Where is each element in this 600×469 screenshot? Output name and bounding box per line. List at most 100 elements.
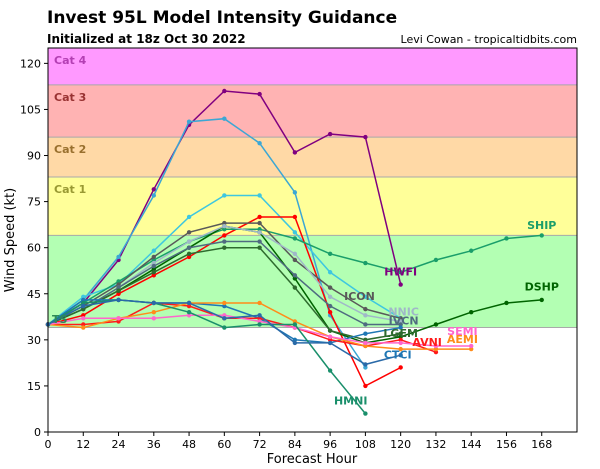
y-tick-label-75: 75 xyxy=(27,196,41,209)
data-point-avni-120 xyxy=(398,337,403,343)
data-point-lgem-24 xyxy=(116,288,121,293)
y-tick-label-45: 45 xyxy=(27,288,41,301)
x-tick-label-144: 144 xyxy=(461,438,482,451)
data-point-semi-132 xyxy=(433,343,439,349)
x-tick-label-12: 12 xyxy=(76,438,90,451)
data-point-unlabeled-1-84 xyxy=(292,190,298,195)
data-point-unlabeled-15-48 xyxy=(186,300,192,306)
data-point-aemi-12 xyxy=(81,325,86,330)
data-point-unlabeled-15-96 xyxy=(327,340,333,346)
data-point-nnic-120 xyxy=(398,319,403,324)
data-point-semi-12 xyxy=(81,316,86,321)
data-point-unlabeled-3-24 xyxy=(116,291,121,296)
x-tick-label-24: 24 xyxy=(112,438,126,451)
data-point-nnic-72 xyxy=(257,230,262,235)
data-point-ivcn-96 xyxy=(327,303,333,309)
model-series xyxy=(45,88,544,416)
data-point-unlabeled-3-12 xyxy=(81,313,86,318)
data-point-unlabeled-3-36 xyxy=(151,273,156,278)
data-point-aemi-60 xyxy=(222,300,227,306)
data-point-hwfi-120 xyxy=(398,282,403,287)
data-point-hmni-84 xyxy=(292,322,298,327)
data-point-aemi-84 xyxy=(292,319,298,324)
data-point-dshp-132 xyxy=(433,322,439,327)
data-point-icon-84 xyxy=(292,257,298,263)
model-label-dshp: DSHP xyxy=(525,281,559,294)
data-point-hmni-12 xyxy=(81,300,86,306)
data-point-ship-108 xyxy=(363,260,368,266)
data-point-lgem-60 xyxy=(222,245,227,250)
data-point-hmni-96 xyxy=(327,368,333,373)
model-label-hwfi: HWFI xyxy=(384,265,417,278)
data-point-unlabeled-3-60 xyxy=(222,233,227,238)
data-point-aemi-120 xyxy=(398,346,403,352)
y-tick-label-120: 120 xyxy=(20,57,41,70)
data-point-hwfi-60 xyxy=(222,88,227,94)
data-point-semi-60 xyxy=(222,313,227,318)
x-tick-label-156: 156 xyxy=(496,438,517,451)
x-tick-label-168: 168 xyxy=(531,438,552,451)
data-point-ivcn-60 xyxy=(222,239,227,244)
y-tick-label-30: 30 xyxy=(27,334,41,347)
series-unlabeled-15 xyxy=(45,297,403,367)
init-label: TS xyxy=(52,313,68,326)
x-axis-label: Forecast Hour xyxy=(267,452,358,467)
data-point-unlabeled-2-96 xyxy=(327,270,333,275)
y-tick-label-60: 60 xyxy=(27,242,41,255)
axes: 0 12 24 36 48 60 72 84 96 108 120 132 144 156 168 0 15 30… xyxy=(20,57,552,451)
data-point-ship-84 xyxy=(292,236,298,241)
data-point-unlabeled-2-60 xyxy=(222,193,227,198)
band-5 xyxy=(48,48,577,85)
data-point-lgem-96 xyxy=(327,328,333,333)
data-point-ship-24 xyxy=(116,279,121,284)
data-point-dshp-168 xyxy=(539,297,544,303)
data-point-aemi-144 xyxy=(469,346,474,352)
data-point-nnic-36 xyxy=(151,260,156,266)
data-point-ship-36 xyxy=(151,257,156,263)
data-point-icon-60 xyxy=(222,220,227,226)
data-point-hwfi-108 xyxy=(363,134,368,140)
data-point-ship-72 xyxy=(257,227,262,232)
data-point-icon-72 xyxy=(257,220,262,226)
model-label-semi: SEMI xyxy=(447,325,477,338)
data-point-lgem-36 xyxy=(151,270,156,275)
data-point-hwfi-96 xyxy=(327,131,333,137)
data-point-unlabeled-2-12 xyxy=(81,294,86,300)
y-tick-label-105: 105 xyxy=(20,103,41,116)
data-point-unlabeled-2-84 xyxy=(292,230,298,235)
data-point-unlabeled-3-120 xyxy=(398,365,403,370)
data-point-dshp-144 xyxy=(469,309,474,315)
data-point-dshp-120 xyxy=(398,334,403,339)
data-point-unlabeled-15-120 xyxy=(398,353,403,358)
x-tick-label-36: 36 xyxy=(147,438,161,451)
band-label-cat-1: Cat 1 xyxy=(54,183,86,196)
data-point-ctci-60 xyxy=(222,303,227,309)
data-point-ivcn-36 xyxy=(151,263,156,269)
data-point-ivcn-48 xyxy=(186,245,192,250)
plot-frame xyxy=(47,47,578,433)
data-point-unlabeled-1-48 xyxy=(186,119,192,124)
data-point-aemi-72 xyxy=(257,300,262,306)
x-tick-label-108: 108 xyxy=(355,438,376,451)
x-tick-label-120: 120 xyxy=(390,438,411,451)
x-tick-label-60: 60 xyxy=(217,438,231,451)
model-label-nnic: NNIC xyxy=(388,305,419,318)
data-point-unlabeled-15-84 xyxy=(292,340,298,346)
data-point-semi-36 xyxy=(151,316,156,321)
x-tick-label-72: 72 xyxy=(253,438,267,451)
data-point-icon-120 xyxy=(398,316,403,321)
y-tick-label-0: 0 xyxy=(34,426,41,439)
band-label-cat-4: Cat 4 xyxy=(54,54,87,67)
data-point-hwfi-36 xyxy=(151,187,156,192)
y-tick-label-90: 90 xyxy=(27,150,41,163)
data-point-dshp-36 xyxy=(151,266,156,272)
model-label-ship: SHIP xyxy=(527,219,556,232)
data-point-unlabeled-1-72 xyxy=(257,141,262,146)
band-0 xyxy=(48,327,577,432)
data-point-unlabeled-1-60 xyxy=(222,116,227,121)
data-point-unlabeled-1-24 xyxy=(116,254,121,260)
data-point-avni-24 xyxy=(116,319,121,324)
data-point-icon-24 xyxy=(116,282,121,287)
